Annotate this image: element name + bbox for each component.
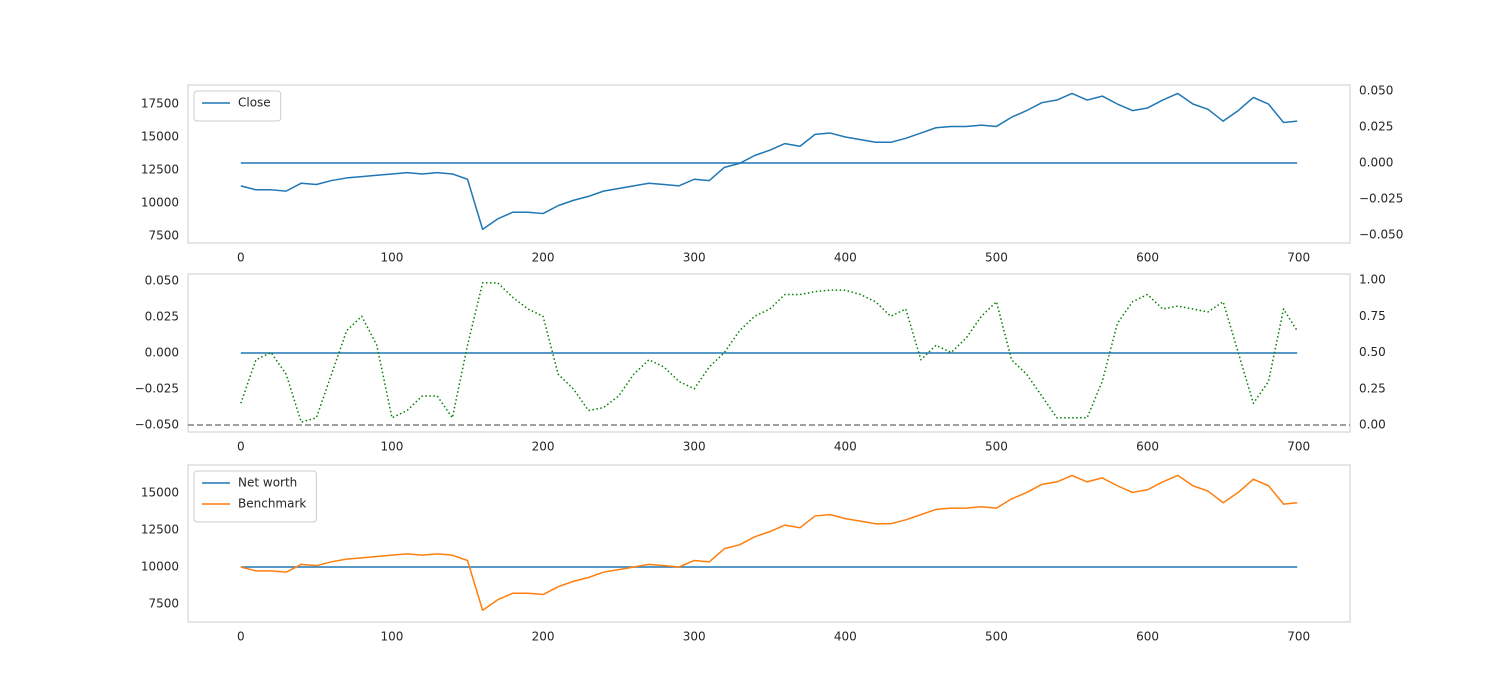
x-tick-label: 700 <box>1287 251 1310 265</box>
y2-tick-label: 0.00 <box>1359 418 1386 432</box>
y-tick-label: 0.050 <box>145 274 179 288</box>
plot-frame <box>187 84 1351 244</box>
x-tick-label: 200 <box>532 440 555 454</box>
legend: Net worth Benchmark <box>193 470 317 523</box>
x-tick-label: 0 <box>237 440 245 454</box>
x-tick-label: 600 <box>1136 630 1159 644</box>
y2-tick-label: 0.050 <box>1359 84 1393 98</box>
x-tick-label: 300 <box>683 440 706 454</box>
legend-label: Close <box>238 96 271 110</box>
x-tick-label: 500 <box>985 630 1008 644</box>
legend-label: Net worth <box>238 476 297 490</box>
legend: Close <box>193 90 282 122</box>
x-tick-label: 600 <box>1136 251 1159 265</box>
y2-tick-label: 0.50 <box>1359 345 1386 359</box>
y-tick-label: 12500 <box>141 163 179 177</box>
y2-tick-label: −0.025 <box>1359 191 1403 205</box>
x-tick-label: 500 <box>985 440 1008 454</box>
x-tick-label: 700 <box>1287 630 1310 644</box>
x-tick-label: 0 <box>237 630 245 644</box>
x-tick-label: 600 <box>1136 440 1159 454</box>
x-tick-label: 200 <box>532 251 555 265</box>
x-tick-label: 300 <box>683 251 706 265</box>
y-tick-label: 0.000 <box>145 346 179 360</box>
y-tick-label: 7500 <box>148 229 179 243</box>
y2-tick-label: 0.025 <box>1359 120 1393 134</box>
x-tick-label: 400 <box>834 440 857 454</box>
y2-tick-label: 0.75 <box>1359 309 1386 323</box>
legend-box <box>193 90 282 122</box>
y-tick-label: −0.025 <box>135 381 179 395</box>
x-tick-label: 0 <box>237 251 245 265</box>
axes: 0 100 200 300 400 500 600 700 −0.050 −0.025 0.000 0… <box>135 273 1386 454</box>
y2-tick-label: 1.00 <box>1359 273 1386 287</box>
y-tick-label: 0.025 <box>145 310 179 324</box>
x-tick-label: 500 <box>985 251 1008 265</box>
legend-label: Benchmark <box>238 497 306 511</box>
axes: 0 100 200 300 400 500 600 700 7500 10000 12500 1500… <box>141 84 1404 265</box>
y2-tick-label: −0.050 <box>1359 227 1403 241</box>
y-tick-label: 7500 <box>148 597 179 611</box>
axes: 0 100 200 300 400 500 600 700 7500 10000 12500 1500… <box>141 464 1351 644</box>
x-tick-label: 100 <box>380 440 403 454</box>
y-tick-label: −0.050 <box>135 417 179 431</box>
x-tick-label: 400 <box>834 251 857 265</box>
x-tick-label: 700 <box>1287 440 1310 454</box>
y-tick-label: 15000 <box>141 486 179 500</box>
y-tick-label: 10000 <box>141 196 179 210</box>
plot-frame <box>187 273 1351 433</box>
x-tick-label: 100 <box>380 630 403 644</box>
plot-frame <box>187 464 1351 623</box>
y2-tick-label: 0.25 <box>1359 381 1386 395</box>
data-line <box>240 92 1298 231</box>
y2-tick-label: 0.000 <box>1359 155 1393 169</box>
data-line <box>240 474 1298 611</box>
y-tick-label: 10000 <box>141 560 179 574</box>
y-tick-label: 15000 <box>141 130 179 144</box>
x-tick-label: 100 <box>380 251 403 265</box>
x-tick-label: 400 <box>834 630 857 644</box>
x-tick-label: 300 <box>683 630 706 644</box>
y-tick-label: 12500 <box>141 523 179 537</box>
x-tick-label: 200 <box>532 630 555 644</box>
y-tick-label: 17500 <box>141 97 179 111</box>
